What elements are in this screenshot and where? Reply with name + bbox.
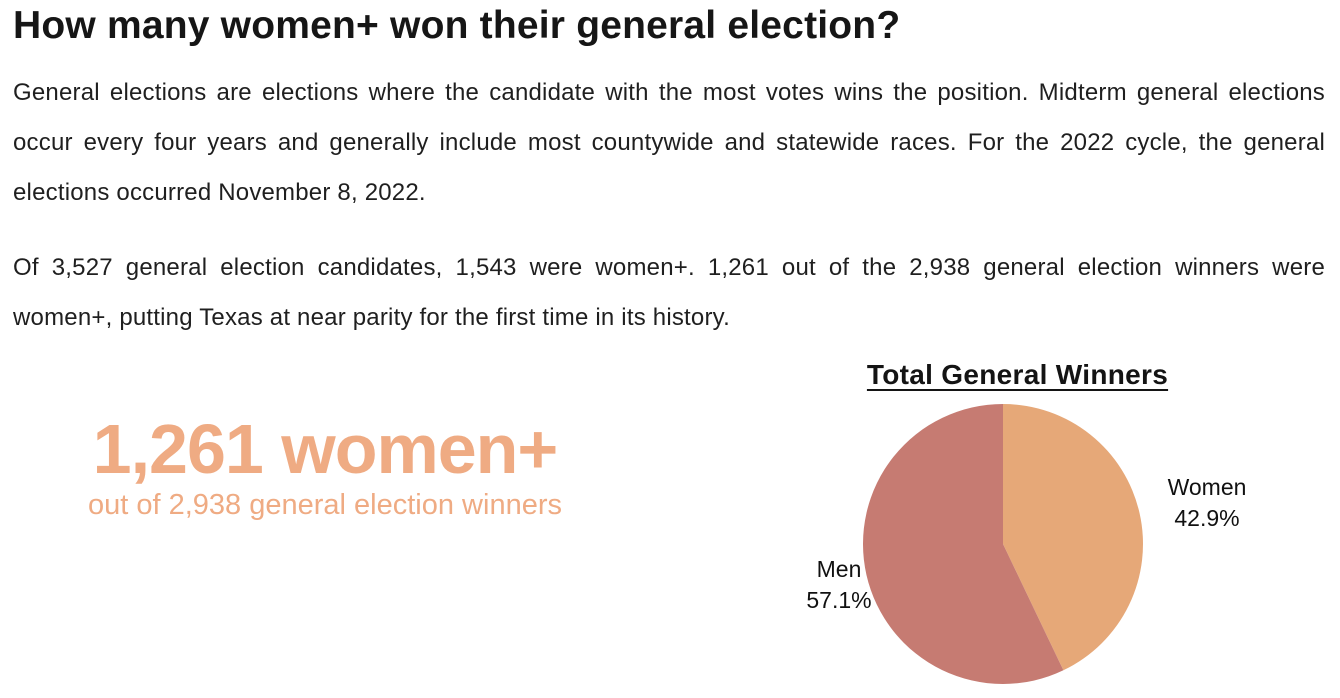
pie-slice-women — [1003, 404, 1143, 671]
paragraph-candidate-stats: Of 3,527 general election candidates, 1,… — [13, 254, 1325, 331]
pie-label-men-name: Men — [816, 556, 862, 582]
pie-label-men: Men 57.1% — [784, 554, 894, 616]
page-title: How many women+ won their general electi… — [13, 4, 901, 47]
pie-slice-men — [863, 404, 1064, 684]
pie-label-women-percent: 42.9% — [1174, 505, 1240, 531]
pie-chart — [863, 404, 1143, 684]
pie-label-women: Women 42.9% — [1152, 472, 1262, 534]
pie-label-women-name: Women — [1167, 474, 1247, 500]
stat-caption: out of 2,938 general election winners — [88, 489, 562, 521]
stat-value: 1,261 women+ — [92, 410, 559, 488]
paragraph-general-elections: General elections are elections where th… — [13, 79, 1325, 206]
pie-chart-title: Total General Winners — [866, 359, 1169, 390]
pie-label-men-percent: 57.1% — [806, 587, 872, 613]
stat-callout: 1,261 women+ out of 2,938 general electi… — [40, 414, 610, 522]
